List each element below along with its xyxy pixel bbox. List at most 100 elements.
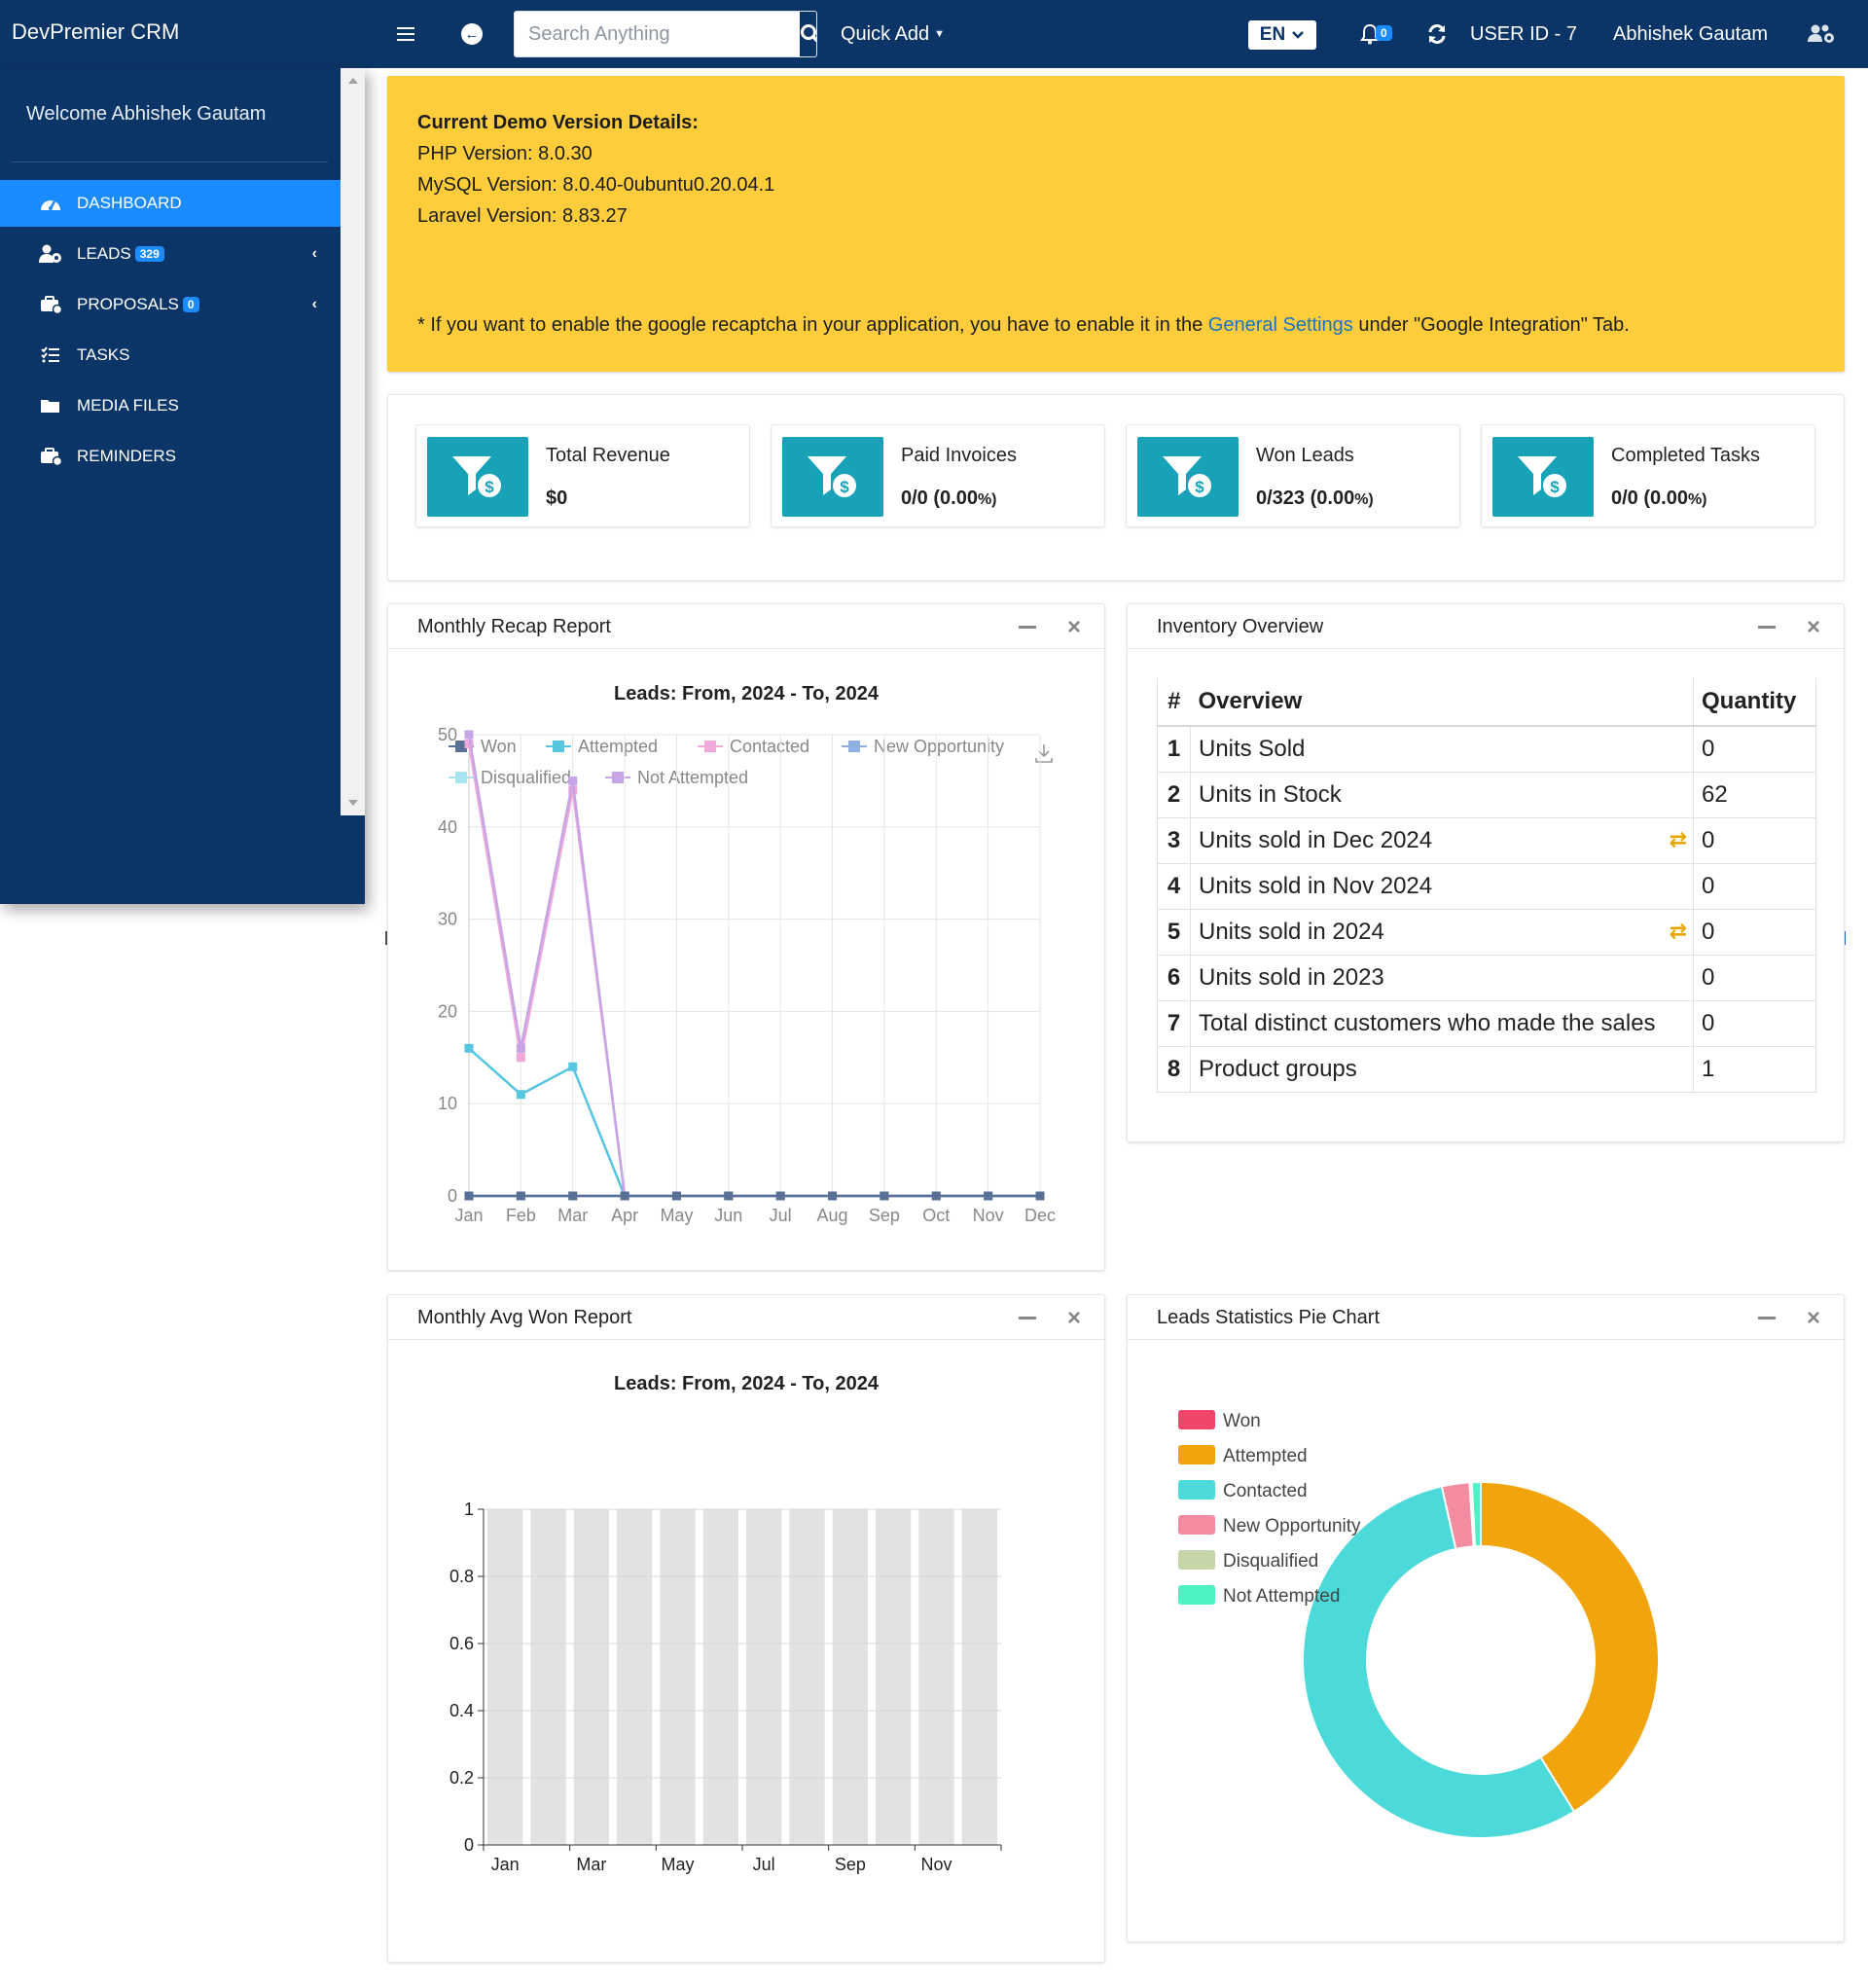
stat-value: 0/0 (0.00%)	[901, 488, 997, 509]
exchange-icon[interactable]: ⇄	[1669, 826, 1687, 851]
language-value: EN	[1259, 24, 1286, 45]
notifications-button[interactable]: 0	[1360, 0, 1392, 68]
chart-title: Leads: From, 2024 - To, 2024	[614, 1373, 879, 1394]
chevron-left-icon: ‹	[311, 245, 317, 262]
minimize-icon[interactable]	[1758, 626, 1776, 629]
search-button[interactable]	[800, 12, 816, 56]
sidebar: Welcome Abhishek Gautam DASHBOARD LEADS …	[0, 68, 365, 904]
row-quantity: 62	[1693, 771, 1816, 818]
x-tick-label: May	[661, 1855, 694, 1874]
sidebar-item-tasks[interactable]: TASKS	[0, 332, 341, 379]
row-overview: Units in Stock	[1190, 771, 1694, 818]
download-icon[interactable]	[1035, 744, 1053, 763]
data-point	[516, 1053, 525, 1063]
legend-swatch	[1178, 1480, 1215, 1500]
table-row: 7 Total distinct customers who made the s…	[1157, 999, 1816, 1047]
exchange-icon[interactable]: ⇄	[1669, 918, 1687, 943]
tasks-icon	[39, 345, 62, 365]
recaptcha-note: * If you want to enable the google recap…	[417, 309, 1630, 341]
monthly-avg-won-panel: Monthly Avg Won Report × Leads: From, 20…	[387, 1294, 1105, 1963]
table-row: 3 Units sold in Dec 2024 ⇄ 0	[1157, 816, 1816, 864]
minimize-icon[interactable]	[1019, 1317, 1036, 1319]
overview-label: Units in Stock	[1199, 780, 1342, 808]
sidebar-item-label: MEDIA FILES	[77, 396, 179, 415]
close-icon[interactable]: ×	[1066, 1305, 1081, 1331]
minimize-icon[interactable]	[1758, 1317, 1776, 1319]
data-point	[464, 730, 474, 740]
monthly-recap-line-chart: Won Attempted Contacted New Opportunity Disq…	[438, 725, 1056, 1225]
refresh-button[interactable]	[1426, 0, 1448, 68]
table-row: 8 Product groups 1	[1157, 1045, 1816, 1093]
overview-label: Units sold in Nov 2024	[1199, 872, 1433, 899]
stat-card-paid-invoices: $ Paid Invoices 0/0 (0.00%)	[771, 424, 1105, 527]
leads-statistics-doughnut-chart: Won Attempted Contacted New Opportunity Disq…	[1178, 1410, 1660, 1839]
series-line	[468, 1047, 1040, 1198]
scroll-down-icon[interactable]	[348, 800, 358, 806]
brand-logo[interactable]: DevPremier CRM	[12, 19, 180, 44]
language-select[interactable]: EN	[1248, 20, 1316, 50]
data-point	[516, 1191, 525, 1201]
row-number: 1	[1157, 725, 1191, 773]
mysql-version: MySQL Version: 8.0.40-0ubuntu0.20.04.1	[417, 174, 775, 196]
x-tick-label: Jul	[753, 1855, 775, 1874]
close-icon[interactable]: ×	[1066, 614, 1081, 640]
stat-label: Won Leads	[1256, 445, 1354, 466]
bar-background	[918, 1509, 954, 1845]
stat-value: 0/0 (0.00%)	[1611, 488, 1707, 509]
data-point	[464, 739, 474, 748]
legend-label: Not Attempted	[1223, 1586, 1340, 1607]
sidebar-scrollbar[interactable]	[341, 68, 365, 815]
sidebar-item-dashboard[interactable]: DASHBOARD	[0, 180, 341, 227]
user-name-link[interactable]: Abhishek Gautam	[1613, 22, 1768, 45]
download-glyph	[1035, 744, 1053, 763]
data-point	[464, 1191, 474, 1201]
close-icon[interactable]: ×	[1806, 1305, 1820, 1331]
sidebar-item-label: REMINDERS	[77, 447, 177, 465]
legend-label: Contacted	[1223, 1481, 1308, 1501]
data-point	[775, 1191, 785, 1201]
sidebar-item-proposals[interactable]: PROPOSALS 0 ‹	[0, 281, 341, 328]
caret-down-icon: ▼	[934, 28, 946, 40]
quick-add-dropdown[interactable]: Quick Add ▼	[841, 0, 945, 68]
search-input[interactable]	[515, 12, 800, 56]
bar-background	[702, 1509, 738, 1845]
bell-icon	[1360, 23, 1380, 45]
overview-label: Total distinct customers who made the sa…	[1199, 1009, 1656, 1036]
x-tick-label: Nov	[920, 1855, 952, 1874]
row-quantity: 0	[1693, 725, 1816, 773]
sidebar-item-leads[interactable]: LEADS 329 ‹	[0, 231, 341, 277]
search-icon	[801, 24, 816, 43]
stat-card-completed-tasks: $ Completed Tasks 0/0 (0.00%)	[1481, 424, 1815, 527]
stat-label: Paid Invoices	[901, 445, 1017, 466]
series-line	[467, 734, 1040, 1198]
general-settings-link[interactable]: General Settings	[1207, 314, 1353, 336]
notifications-count-badge: 0	[1376, 25, 1392, 41]
legend-label: Won	[481, 737, 517, 756]
sidebar-toggle-button[interactable]	[397, 0, 422, 68]
panel-title: Leads Statistics Pie Chart	[1157, 1307, 1380, 1328]
proposals-icon	[39, 295, 62, 314]
row-quantity: 0	[1693, 908, 1816, 956]
back-button[interactable]: ←	[461, 0, 483, 68]
leads-statistics-panel: Leads Statistics Pie Chart × Won Attempte…	[1127, 1294, 1845, 1942]
hamburger-icon	[397, 23, 414, 45]
close-icon[interactable]: ×	[1806, 614, 1820, 640]
funnel-dollar-icon: $	[782, 437, 883, 517]
bar-background	[961, 1509, 997, 1845]
chevron-left-icon: ‹	[311, 296, 317, 312]
user-menu-button[interactable]	[1807, 0, 1836, 68]
sidebar-divider	[12, 162, 328, 163]
stats-section: $ Total Revenue $0 $ Paid Invoices 0/0 (…	[387, 394, 1845, 581]
funnel-dollar-icon: $	[427, 437, 528, 517]
overview-label: Units Sold	[1199, 735, 1306, 762]
minimize-icon[interactable]	[1019, 626, 1036, 629]
legend-marker	[704, 741, 716, 752]
folder-icon	[39, 396, 62, 416]
sidebar-item-media-files[interactable]: MEDIA FILES	[0, 382, 341, 429]
legend-label: Disqualified	[1223, 1551, 1318, 1572]
sidebar-item-reminders[interactable]: REMINDERS	[0, 433, 341, 480]
column-header: Overview	[1190, 678, 1694, 727]
table-row: 4 Units sold in Nov 2024 0	[1157, 862, 1816, 910]
data-point	[1035, 1191, 1045, 1201]
scroll-up-icon[interactable]	[348, 78, 358, 84]
